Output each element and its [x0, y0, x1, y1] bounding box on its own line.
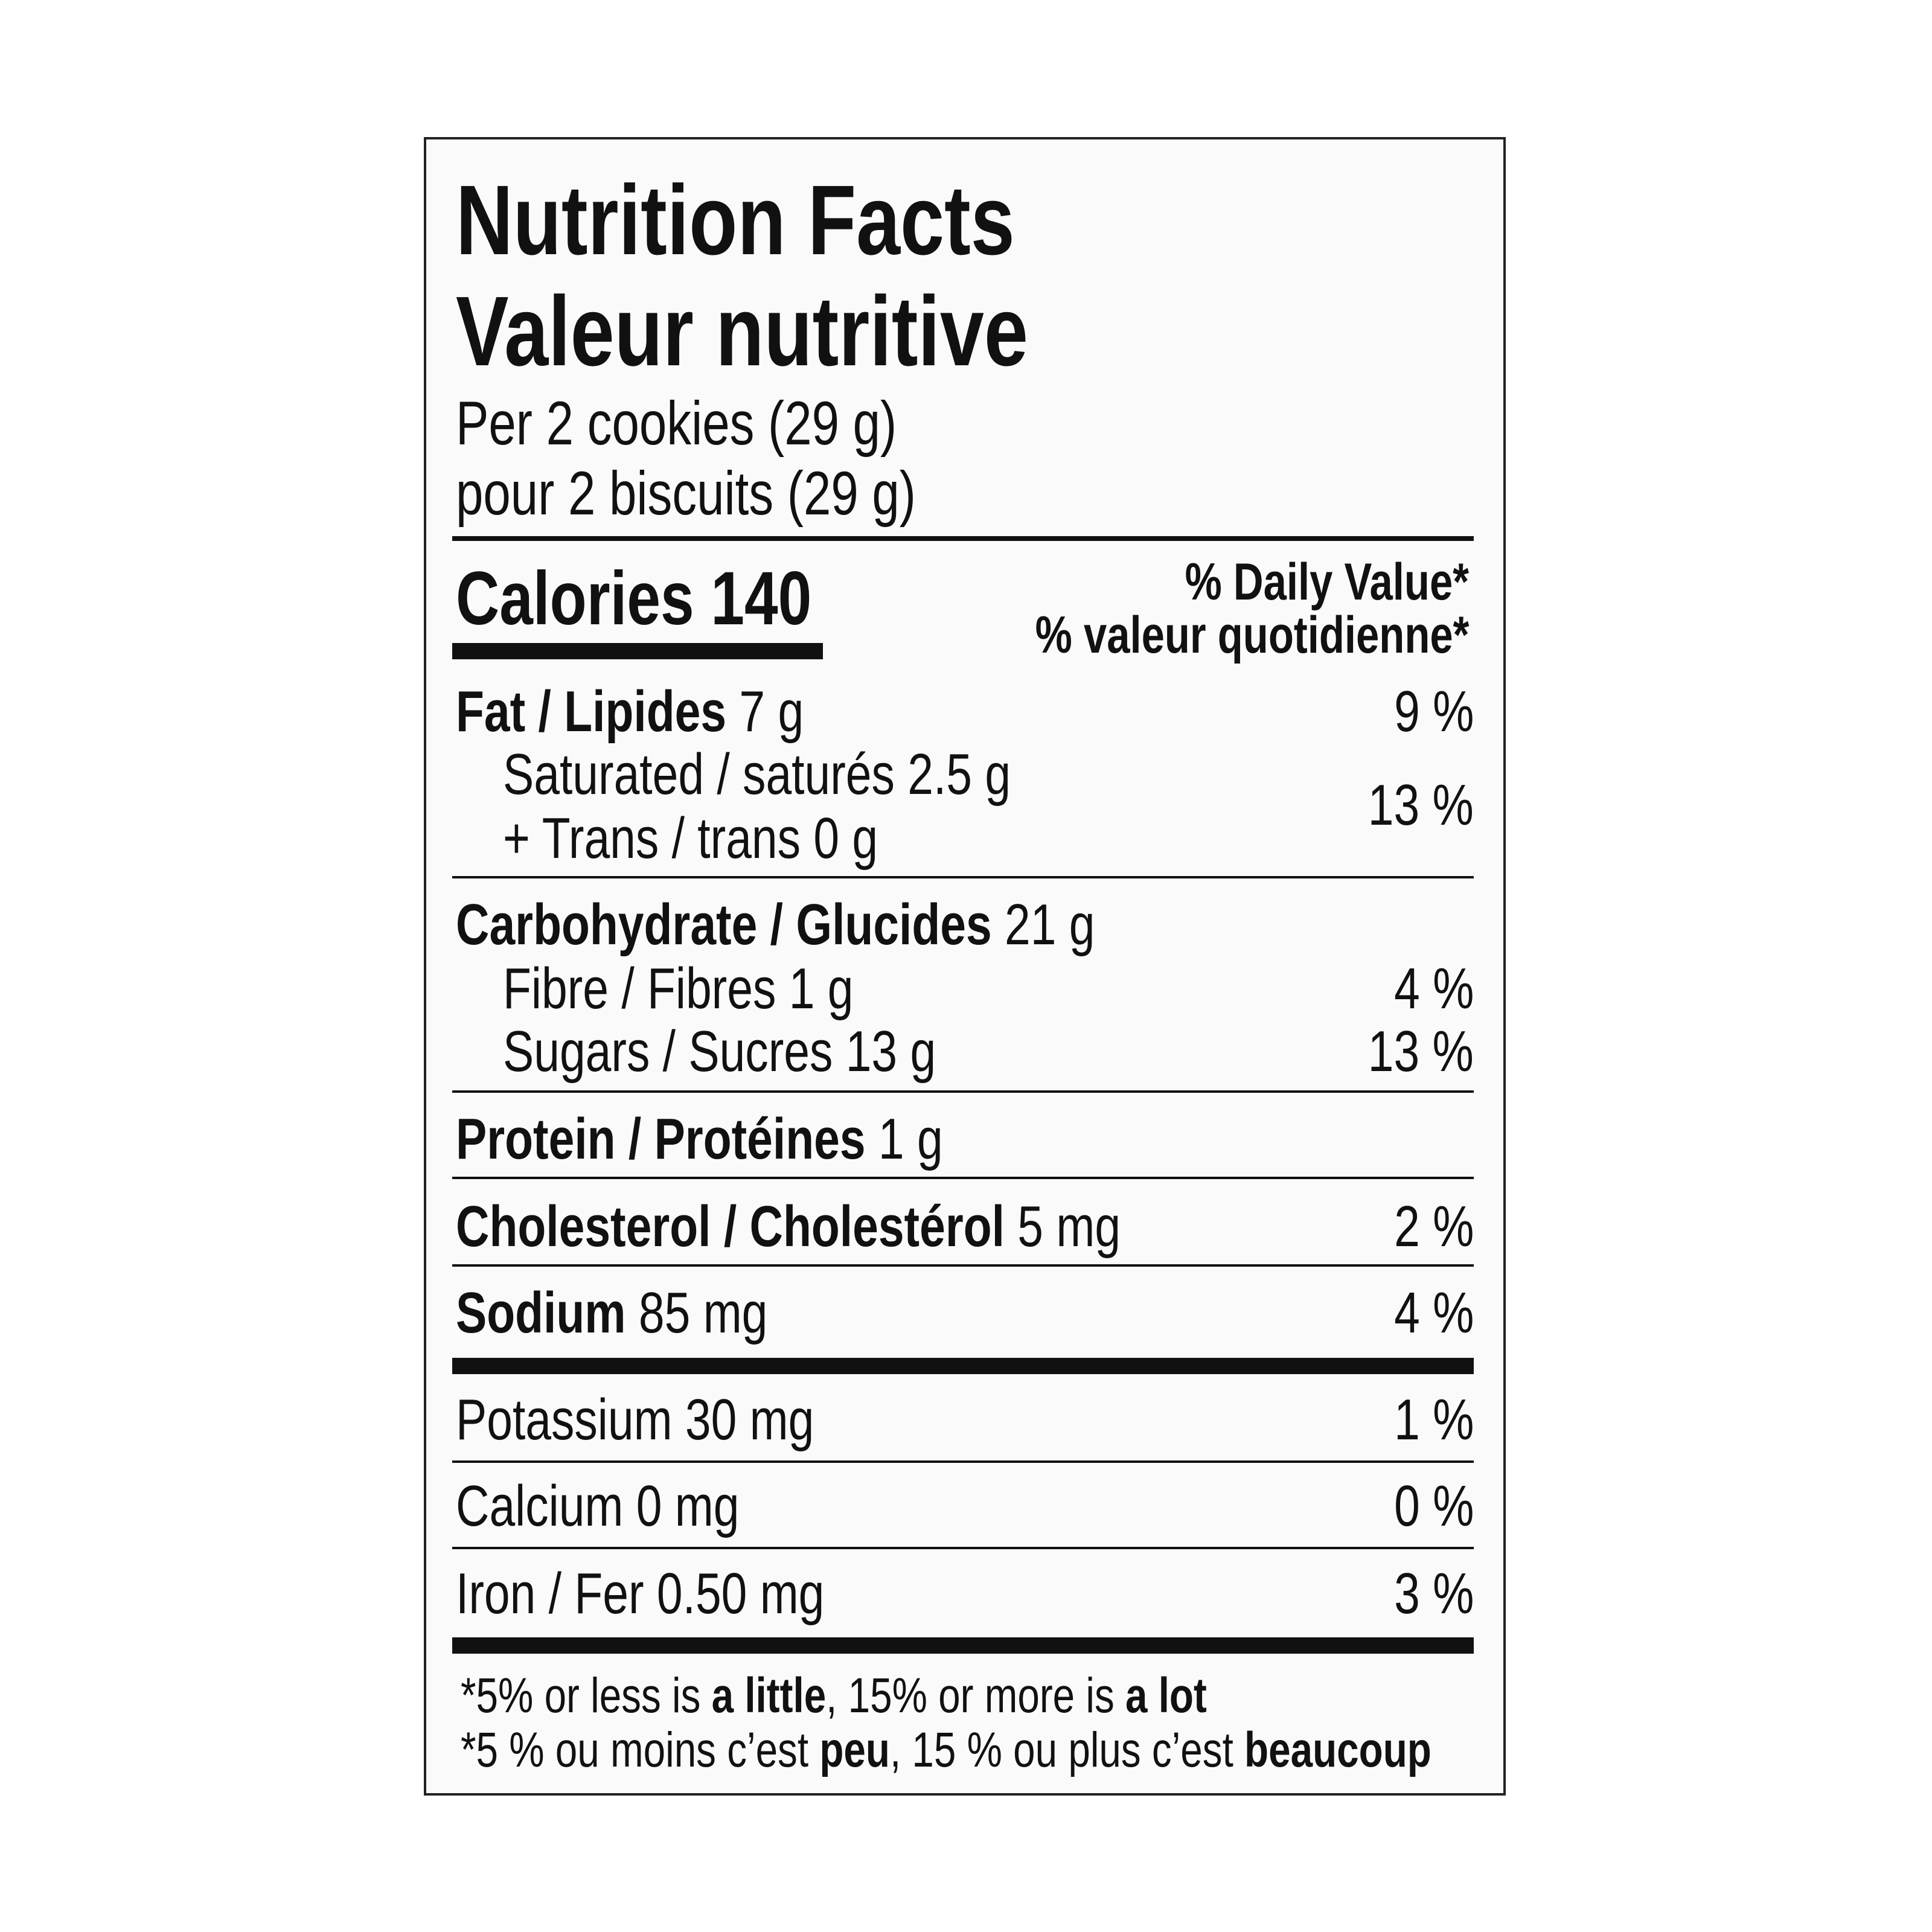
daily-value-header-french: % valeur quotidienne*	[1035, 606, 1469, 664]
nutrient-iron: Iron / Fer 0.50 mg	[456, 1561, 825, 1626]
calories-bar	[452, 643, 823, 659]
nutrient-protein: Protein / Protéines 1 g	[456, 1110, 943, 1168]
serving-size-english: Per 2 cookies (29 g)	[456, 389, 897, 458]
serving-size-french: pour 2 biscuits (29 g)	[456, 459, 916, 528]
pct-cholesterol: 2 %	[1393, 1194, 1474, 1259]
nutrient-fibre: Fibre / Fibres 1 g	[503, 956, 854, 1021]
divider	[452, 536, 1474, 541]
pct-potassium: 1 %	[1393, 1387, 1474, 1452]
nutrient-name: Protein / Protéines	[456, 1107, 866, 1171]
thick-divider	[452, 1358, 1474, 1374]
nutrient-name: Cholesterol / Cholestérol	[456, 1194, 1005, 1259]
divider	[452, 1177, 1474, 1179]
pct-sugars: 13 %	[1367, 1019, 1474, 1084]
nutrient-amount: 7 g	[726, 679, 804, 744]
calories: Calories 140	[456, 557, 812, 641]
divider	[452, 1547, 1474, 1549]
nutrient-amount: 85 mg	[625, 1281, 768, 1345]
pct-sodium: 4 %	[1393, 1281, 1474, 1345]
divider	[452, 1090, 1474, 1093]
footnote-emphasis: beaucoup	[1244, 1722, 1431, 1777]
daily-value-header-english: % Daily Value*	[1185, 553, 1469, 611]
footnote-text: *5 % ou moins c’est	[461, 1722, 820, 1777]
nutrient-carbohydrate: Carbohydrate / Glucides 21 g	[456, 896, 1095, 954]
nutrient-fat: Fat / Lipides 7 g	[456, 683, 804, 741]
nutrient-name: Fat / Lipides	[456, 679, 727, 744]
footnote-emphasis: a little	[711, 1668, 827, 1723]
title-english: Nutrition Facts	[456, 165, 1015, 275]
nutrient-cholesterol: Cholesterol / Cholestérol 5 mg	[456, 1198, 1121, 1256]
nutrient-trans: + Trans / trans 0 g	[503, 806, 878, 871]
nutrient-sugars: Sugars / Sucres 13 g	[503, 1019, 936, 1084]
divider	[452, 1460, 1474, 1463]
nutrient-name: Carbohydrate / Glucides	[456, 892, 992, 957]
nutrient-sodium: Sodium 85 mg	[456, 1284, 767, 1342]
thick-divider	[452, 1637, 1474, 1654]
nutrient-potassium: Potassium 30 mg	[456, 1387, 814, 1452]
title-french: Valeur nutritive	[456, 276, 1028, 386]
pct-fibre: 4 %	[1393, 956, 1474, 1021]
nutrient-amount: 5 mg	[1004, 1194, 1121, 1259]
footnote-emphasis: peu	[819, 1722, 890, 1777]
nutrient-saturated: Saturated / saturés 2.5 g	[503, 742, 1011, 807]
nutrient-name: Sodium	[456, 1281, 626, 1345]
pct-fat: 9 %	[1393, 679, 1474, 744]
footnote-french: *5 % ou moins c’est peu, 15 % ou plus c’…	[461, 1726, 1431, 1775]
nutrition-facts-panel	[424, 137, 1506, 1796]
pct-saturated-trans: 13 %	[1367, 773, 1474, 837]
divider	[452, 1264, 1474, 1267]
footnote-text: *5% or less is	[461, 1668, 712, 1723]
footnote-text: , 15 % ou plus c’est	[889, 1722, 1245, 1777]
footnote-text: , 15% or more is	[826, 1668, 1125, 1723]
footnote-emphasis: a lot	[1125, 1668, 1207, 1723]
nutrient-calcium: Calcium 0 mg	[456, 1474, 740, 1538]
nutrient-amount: 1 g	[865, 1107, 943, 1171]
footnote-english: *5% or less is a little, 15% or more is …	[461, 1671, 1207, 1721]
divider	[452, 876, 1474, 878]
nutrient-amount: 21 g	[991, 892, 1095, 957]
pct-iron: 3 %	[1393, 1561, 1474, 1626]
pct-calcium: 0 %	[1393, 1474, 1474, 1538]
